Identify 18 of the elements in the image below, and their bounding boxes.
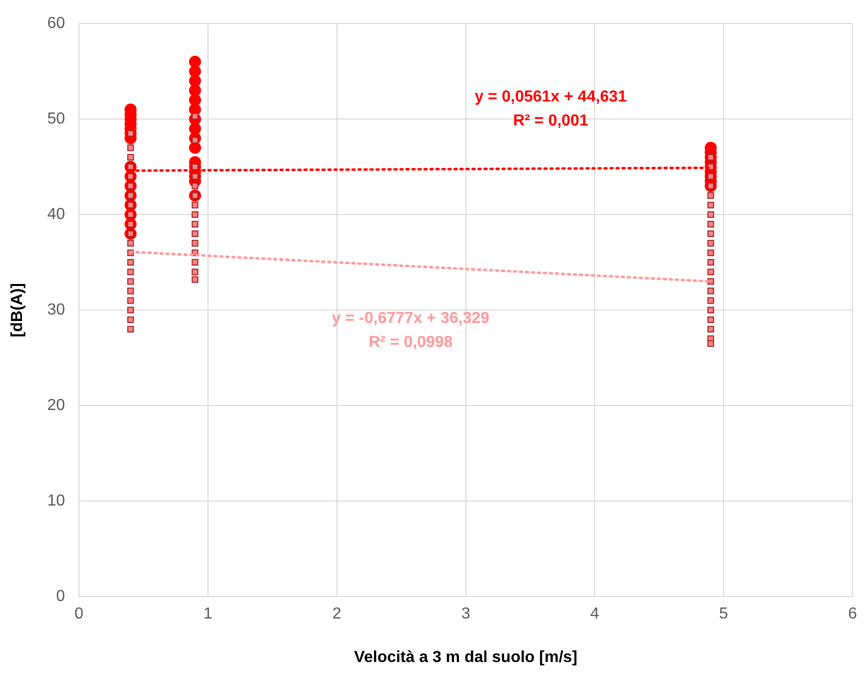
x-tick-label: 6 <box>848 606 858 623</box>
y-axis-title: [dB(A)] <box>9 283 26 338</box>
x-axis-title: Velocità a 3 m dal suolo [m/s] <box>354 648 578 666</box>
annotation: y = -0,6777x + 36,329 R² = 0,0998 <box>332 310 490 352</box>
x-tick-label: 3 <box>461 606 470 623</box>
x-tick-label: 0 <box>74 606 84 623</box>
x-tick-label: 4 <box>590 606 600 623</box>
y-tick-label: 40 <box>47 206 66 224</box>
y-tick-label: 0 <box>56 588 66 606</box>
y-tick-label: 60 <box>47 15 66 32</box>
x-tick-label: 2 <box>332 606 342 623</box>
y-tick-label: 20 <box>47 397 66 414</box>
annotation: y = 0,0561x + 44,631 R² = 0,001 <box>474 88 627 130</box>
x-tick-label: 1 <box>203 606 212 623</box>
y-tick-label: 10 <box>47 492 66 510</box>
x-tick-label: 5 <box>719 606 728 623</box>
y-tick-label: 50 <box>47 110 66 128</box>
y-tick-label: 30 <box>47 302 66 319</box>
